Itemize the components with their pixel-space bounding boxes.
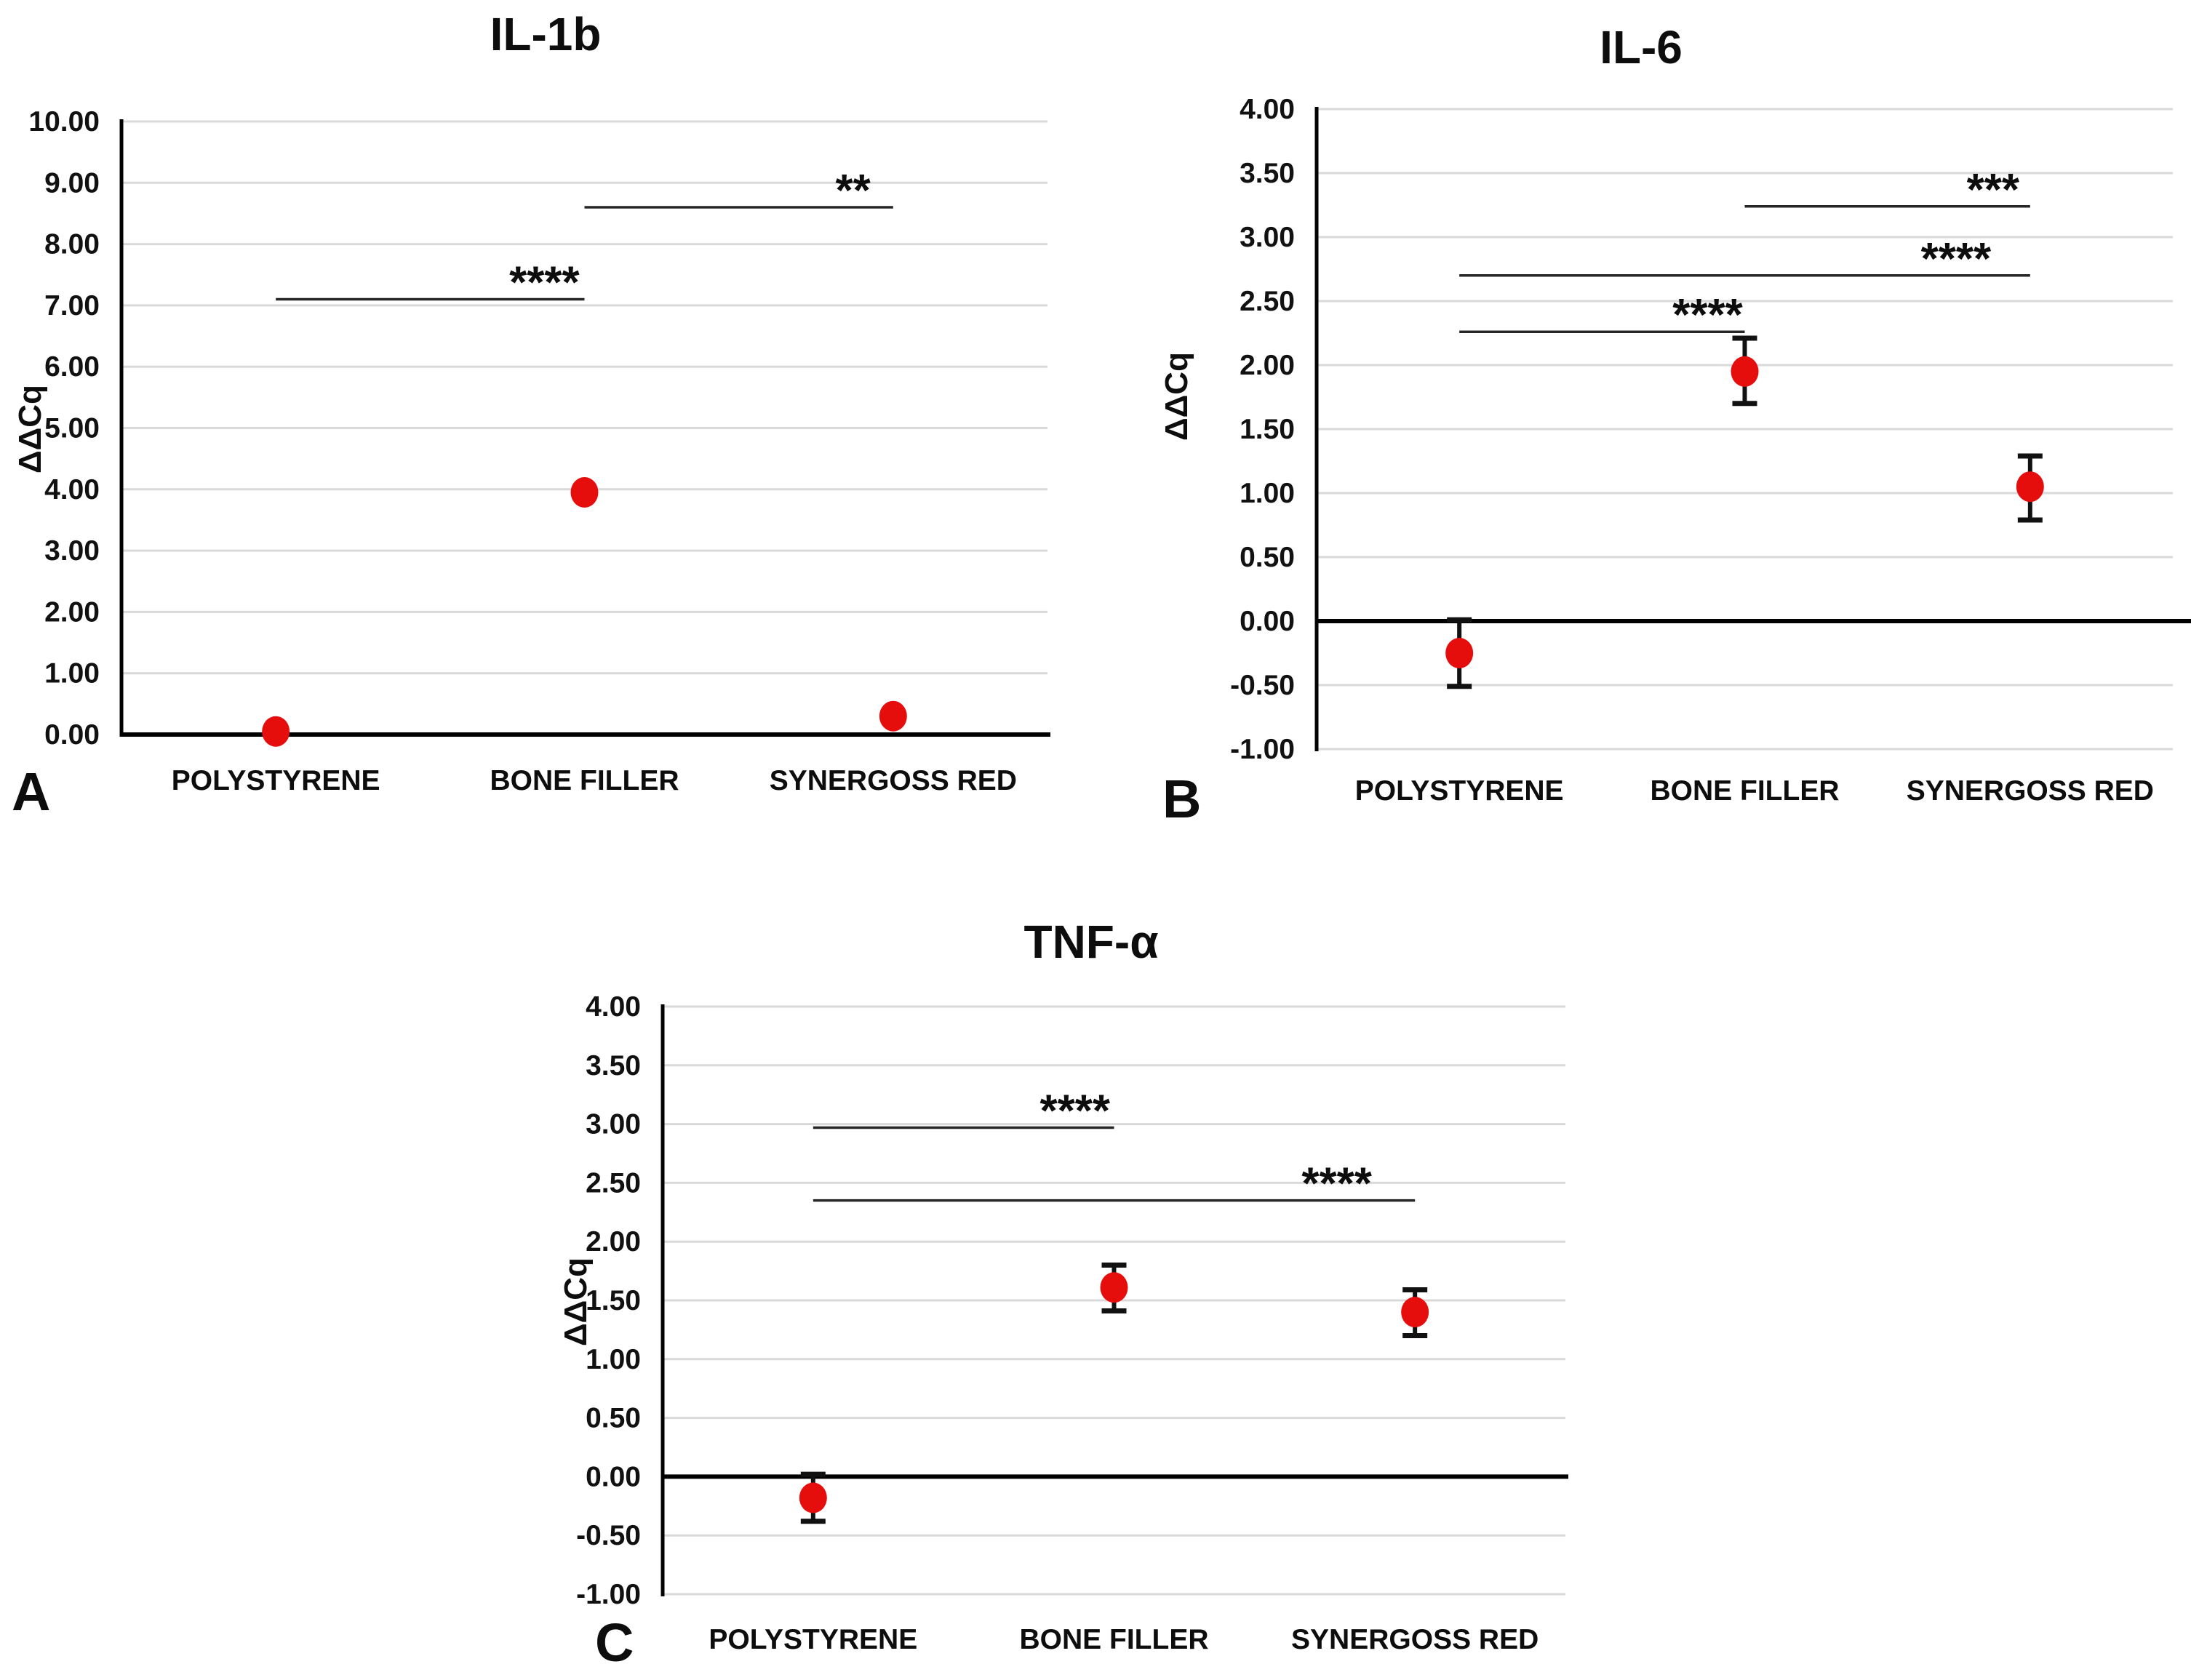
y-tick-label: 2.00 — [1240, 350, 1295, 381]
y-tick-label: 1.00 — [586, 1344, 641, 1375]
y-tick-label: 2.00 — [44, 596, 100, 628]
panel-letter-a: A — [12, 761, 51, 822]
tnf-alpha-chart-svg: -1.00 -0.50 0.00 0.50 1.00 1.50 2.00 2.50 3.00 3.… — [576, 991, 1568, 1655]
data-point-bone-filler — [1731, 356, 1759, 387]
panel-tnf-alpha: TNF-α ΔΔCq -1.00 -0.50 0.00 0.50 1.00 1.50 2.0… — [509, 836, 1673, 1680]
y-tick-label: 4.00 — [586, 991, 641, 1023]
significance-stars: **** — [1672, 290, 1743, 340]
y-tick-label: -0.50 — [576, 1520, 641, 1551]
panel-il-1b: IL-1b ΔΔCq 0.00 1.00 2.00 3.00 4.00 5.00 6.00 7… — [0, 0, 1091, 836]
y-tick-label: -0.50 — [1230, 670, 1295, 701]
data-point-bone-filler — [1100, 1272, 1128, 1303]
y-tick-label: 3.00 — [44, 535, 100, 567]
y-tick-label: 2.50 — [1240, 286, 1295, 317]
y-tick-label: 0.50 — [1240, 542, 1295, 573]
y-tick-label: 1.50 — [1240, 414, 1295, 445]
y-tick-label: 7.00 — [44, 290, 100, 321]
chart-title-tnf-alpha: TNF-α — [1023, 916, 1159, 968]
data-point-synergoss-red — [879, 700, 907, 732]
y-tick-label: 1.00 — [1240, 478, 1295, 509]
data-point-bone-filler — [570, 477, 599, 508]
category-label: SYNERGOSS RED — [770, 765, 1017, 796]
significance-stars: **** — [1921, 234, 1992, 284]
y-tick-label: 0.00 — [1240, 606, 1295, 637]
chart-title-il-6: IL-6 — [1600, 21, 1683, 73]
significance-stars: *** — [1967, 165, 2020, 215]
significance-stars: ** — [836, 166, 871, 216]
y-tick-label: 3.50 — [1240, 158, 1295, 189]
data-point-synergoss-red — [2016, 471, 2044, 503]
category-label: POLYSTYRENE — [709, 1624, 917, 1655]
significance-stars: **** — [509, 257, 580, 308]
y-tick-label: 8.00 — [44, 229, 100, 260]
panel-letter-c: C — [595, 1612, 634, 1673]
panel-letter-b: B — [1162, 769, 1202, 829]
significance-stars: **** — [1301, 1159, 1372, 1209]
data-point-polystyrene — [262, 716, 290, 747]
category-label: SYNERGOSS RED — [1907, 775, 2154, 807]
data-point-synergoss-red — [1401, 1297, 1429, 1328]
y-tick-label: 0.00 — [586, 1461, 641, 1492]
y-tick-label: 10.00 — [28, 106, 100, 137]
y-tick-label: 3.00 — [1240, 222, 1295, 253]
y-tick-label: 0.50 — [586, 1403, 641, 1434]
panel-il-6: IL-6 ΔΔCq -1.00 -0.50 0.00 0.50 1.00 1.50 2.00… — [1091, 0, 2191, 836]
category-label: BONE FILLER — [1651, 775, 1840, 807]
y-tick-label: 9.00 — [44, 167, 100, 199]
y-tick-label: -1.00 — [576, 1579, 641, 1610]
il-1b-chart-svg: 0.00 1.00 2.00 3.00 4.00 5.00 6.00 7.00 8.00 9.00… — [28, 106, 1050, 796]
data-point-polystyrene — [1445, 638, 1474, 668]
y-tick-label: 3.00 — [586, 1109, 641, 1140]
y-tick-label: 0.00 — [44, 719, 100, 751]
significance-stars: **** — [1039, 1086, 1110, 1136]
y-tick-label: -1.00 — [1230, 734, 1295, 765]
y-tick-label: 2.50 — [586, 1167, 641, 1199]
y-tick-label: 5.00 — [44, 413, 100, 444]
category-label: POLYSTYRENE — [1355, 775, 1564, 807]
category-label: BONE FILLER — [490, 765, 679, 796]
y-tick-label: 6.00 — [44, 351, 100, 383]
y-tick-label: 2.00 — [586, 1226, 641, 1257]
y-tick-label: 4.00 — [1240, 94, 1295, 125]
data-point-polystyrene — [799, 1482, 827, 1513]
y-tick-label: 1.50 — [586, 1285, 641, 1316]
chart-title-il-1b: IL-1b — [490, 8, 602, 60]
category-label: SYNERGOSS RED — [1291, 1624, 1539, 1655]
y-tick-label: 4.00 — [44, 474, 100, 505]
il-6-chart-svg: -1.00 -0.50 0.00 0.50 1.00 1.50 2.00 2.50 3.00 3.… — [1230, 94, 2191, 807]
y-tick-label: 3.50 — [586, 1050, 641, 1081]
category-label: BONE FILLER — [1020, 1624, 1209, 1655]
category-label: POLYSTYRENE — [172, 765, 380, 796]
y-tick-label: 1.00 — [44, 658, 100, 689]
